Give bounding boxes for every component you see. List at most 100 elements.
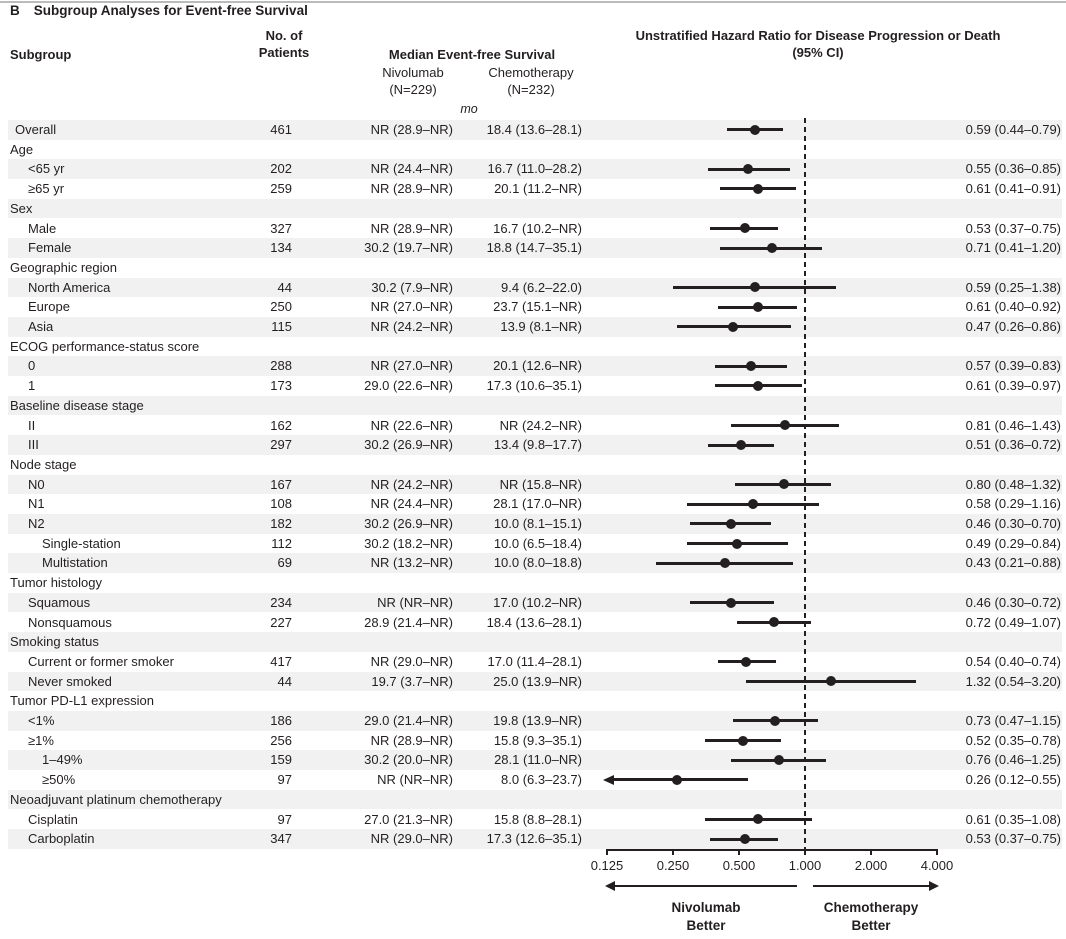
- hazard-ratio-value: 0.46 (0.30–0.72): [965, 594, 1061, 610]
- chemotherapy-median-value: 10.0 (8.0–18.8): [493, 555, 582, 571]
- table-row: North America 44 30.2 (7.9–NR) 9.4 (6.2–22.…: [8, 277, 1062, 298]
- subgroup-label: Single-station: [42, 535, 121, 551]
- chemotherapy-median-value: 18.4 (13.6–28.1): [486, 614, 582, 630]
- hazard-ratio-value: 0.76 (0.46–1.25): [965, 752, 1061, 768]
- chemotherapy-median-value: 17.0 (11.4–28.1): [487, 653, 582, 669]
- column-header-hazard-ratio-line1: Unstratified Hazard Ratio for Disease Pr…: [635, 28, 1001, 43]
- column-header-median: Median Event-free Survival: [388, 47, 556, 62]
- x-axis-line: [607, 849, 938, 851]
- patients-value: 347: [270, 831, 292, 847]
- column-header-nivolumab: Nivolumab (N=229): [352, 64, 474, 98]
- nivolumab-median-value: NR (NR–NR): [377, 594, 453, 610]
- subgroup-label: 0: [28, 358, 36, 374]
- chemotherapy-median-value: 17.3 (12.6–35.1): [486, 831, 582, 847]
- chemotherapy-median-value: 16.7 (11.0–28.2): [487, 161, 582, 177]
- axis-tick: [804, 849, 806, 855]
- subgroup-label: Baseline disease stage: [10, 397, 144, 413]
- subgroup-label: N0: [28, 476, 45, 492]
- hazard-ratio-value: 0.53 (0.37–0.75): [965, 220, 1061, 236]
- table-row: Asia 115 NR (24.2–NR) 13.9 (8.1–NR) 0.47 (0.…: [8, 317, 1062, 337]
- hazard-ratio-value: 0.47 (0.26–0.86): [965, 319, 1061, 334]
- patients-value: 288: [270, 358, 292, 374]
- table-row: ≥1% 256 NR (28.9–NR) 15.8 (9.3–35.1) 0.52 (0…: [8, 731, 1062, 751]
- hazard-ratio-point: [728, 321, 739, 332]
- table-row: Europe 250 NR (27.0–NR) 23.7 (15.1–NR) 0.61 …: [8, 297, 1062, 317]
- subgroup-label: Age: [10, 141, 34, 157]
- nivolumab-median-value: NR (27.0–NR): [370, 358, 453, 374]
- subgroup-label: Geographic region: [10, 259, 117, 275]
- legend-nivolumab-better: Nivolumab Better: [626, 899, 786, 935]
- subgroup-label: Current or former smoker: [28, 653, 174, 669]
- hazard-ratio-point: [748, 499, 759, 510]
- table-row: Male 327 NR (28.9–NR) 16.7 (10.2–NR) 0.53 (0…: [8, 219, 1062, 239]
- patients-value: 162: [270, 417, 292, 433]
- nivolumab-median-value: NR (24.4–NR): [370, 161, 453, 177]
- panel-title: Subgroup Analyses for Event-free Surviva…: [33, 3, 308, 18]
- subgroup-label: Cisplatin: [28, 811, 78, 827]
- nivolumab-median-value: NR (24.2–NR): [370, 319, 453, 334]
- hazard-ratio-value: 0.26 (0.12–0.55): [965, 772, 1061, 788]
- chemotherapy-median-value: NR (24.2–NR): [499, 417, 582, 433]
- nivolumab-median-value: NR (13.2–NR): [370, 555, 453, 571]
- nivolumab-median-value: 30.2 (26.9–NR): [364, 516, 453, 531]
- table-row: 0 288 NR (27.0–NR) 20.1 (12.6–NR) 0.57 (0.39…: [8, 356, 1062, 377]
- chemotherapy-median-value: 15.8 (8.8–28.1): [493, 811, 582, 827]
- subgroup-label: North America: [28, 279, 111, 295]
- nivolumab-median-value: NR (29.0–NR): [370, 653, 453, 669]
- chemotherapy-median-value: 25.0 (13.9–NR): [493, 673, 582, 689]
- table-row-group-header: Neoadjuvant platinum chemotherapy: [8, 789, 1062, 810]
- subgroup-label: II: [28, 417, 36, 433]
- table-row-group-header: Age: [8, 140, 1062, 160]
- axis-tick: [936, 849, 938, 855]
- subgroup-label: Multistation: [42, 555, 108, 571]
- table-row: Never smoked 44 19.7 (3.7–NR) 25.0 (13.9–NR…: [8, 671, 1062, 692]
- chemotherapy-median-value: 15.8 (9.3–35.1): [493, 732, 582, 748]
- subgroup-label: Squamous: [28, 594, 91, 610]
- hazard-ratio-value: 0.80 (0.48–1.32): [965, 476, 1061, 492]
- axis-tick-label: 0.125: [590, 858, 624, 873]
- subgroup-label: Neoadjuvant platinum chemotherapy: [10, 791, 222, 807]
- subgroup-label: Female: [28, 240, 72, 256]
- hazard-ratio-value: 0.71 (0.41–1.20): [965, 240, 1061, 256]
- table-row-group-header: Geographic region: [8, 258, 1062, 278]
- subgroup-label: 1: [28, 378, 36, 394]
- axis-tick-label: 2.000: [854, 858, 888, 873]
- hazard-ratio-point: [719, 558, 730, 569]
- nivolumab-median-value: 30.2 (7.9–NR): [371, 279, 453, 295]
- table-row: N1 108 NR (24.4–NR) 28.1 (17.0–NR) 0.58 (0.2…: [8, 494, 1062, 514]
- patients-value: 167: [270, 476, 292, 492]
- patients-value: 417: [270, 653, 292, 669]
- nivolumab-median-value: 30.2 (20.0–NR): [364, 752, 453, 768]
- hazard-ratio-value: 0.61 (0.35–1.08): [965, 811, 1061, 827]
- chemotherapy-median-value: 23.7 (15.1–NR): [493, 299, 582, 315]
- nivolumab-median-value: NR (24.2–NR): [370, 476, 453, 492]
- subgroup-label: III: [28, 437, 39, 453]
- hazard-ratio-point: [741, 656, 752, 667]
- hazard-ratio-point: [779, 420, 790, 431]
- patients-value: 173: [270, 378, 292, 394]
- table-row: <1% 186 29.0 (21.4–NR) 19.8 (13.9–NR) 0.73 (…: [8, 711, 1062, 731]
- hazard-ratio-value: 0.73 (0.47–1.15): [965, 713, 1061, 728]
- chemotherapy-median-value: 19.8 (13.9–NR): [493, 713, 582, 728]
- hazard-ratio-point: [732, 538, 743, 549]
- patients-value: 227: [270, 614, 292, 630]
- axis-tick-label: 1.000: [788, 858, 822, 873]
- column-header-chemotherapy: Chemotherapy (N=232): [470, 64, 592, 98]
- subgroup-label: Node stage: [10, 456, 77, 472]
- subgroup-label: ≥65 yr: [28, 181, 65, 197]
- column-header-chemotherapy-name: Chemotherapy: [488, 65, 574, 80]
- patients-value: 202: [270, 161, 292, 177]
- patients-value: 250: [270, 299, 292, 315]
- hazard-ratio-point: [752, 814, 763, 825]
- table-row-group-header: Smoking status: [8, 632, 1062, 652]
- table-row: 1 173 29.0 (22.6–NR) 17.3 (10.6–35.1) 0.61 (…: [8, 376, 1062, 396]
- nivolumab-median-value: NR (28.9–NR): [370, 220, 453, 236]
- table-row: <65 yr 202 NR (24.4–NR) 16.7 (11.0–28.2) 0.5…: [8, 159, 1062, 180]
- hazard-ratio-value: 0.81 (0.46–1.43): [965, 417, 1061, 433]
- hazard-ratio-point: [671, 774, 682, 785]
- column-header-nivolumab-name: Nivolumab: [382, 65, 444, 80]
- patients-value: 112: [271, 535, 292, 551]
- nivolumab-median-value: NR (22.6–NR): [370, 417, 453, 433]
- column-header-nivolumab-n: (N=229): [389, 82, 437, 97]
